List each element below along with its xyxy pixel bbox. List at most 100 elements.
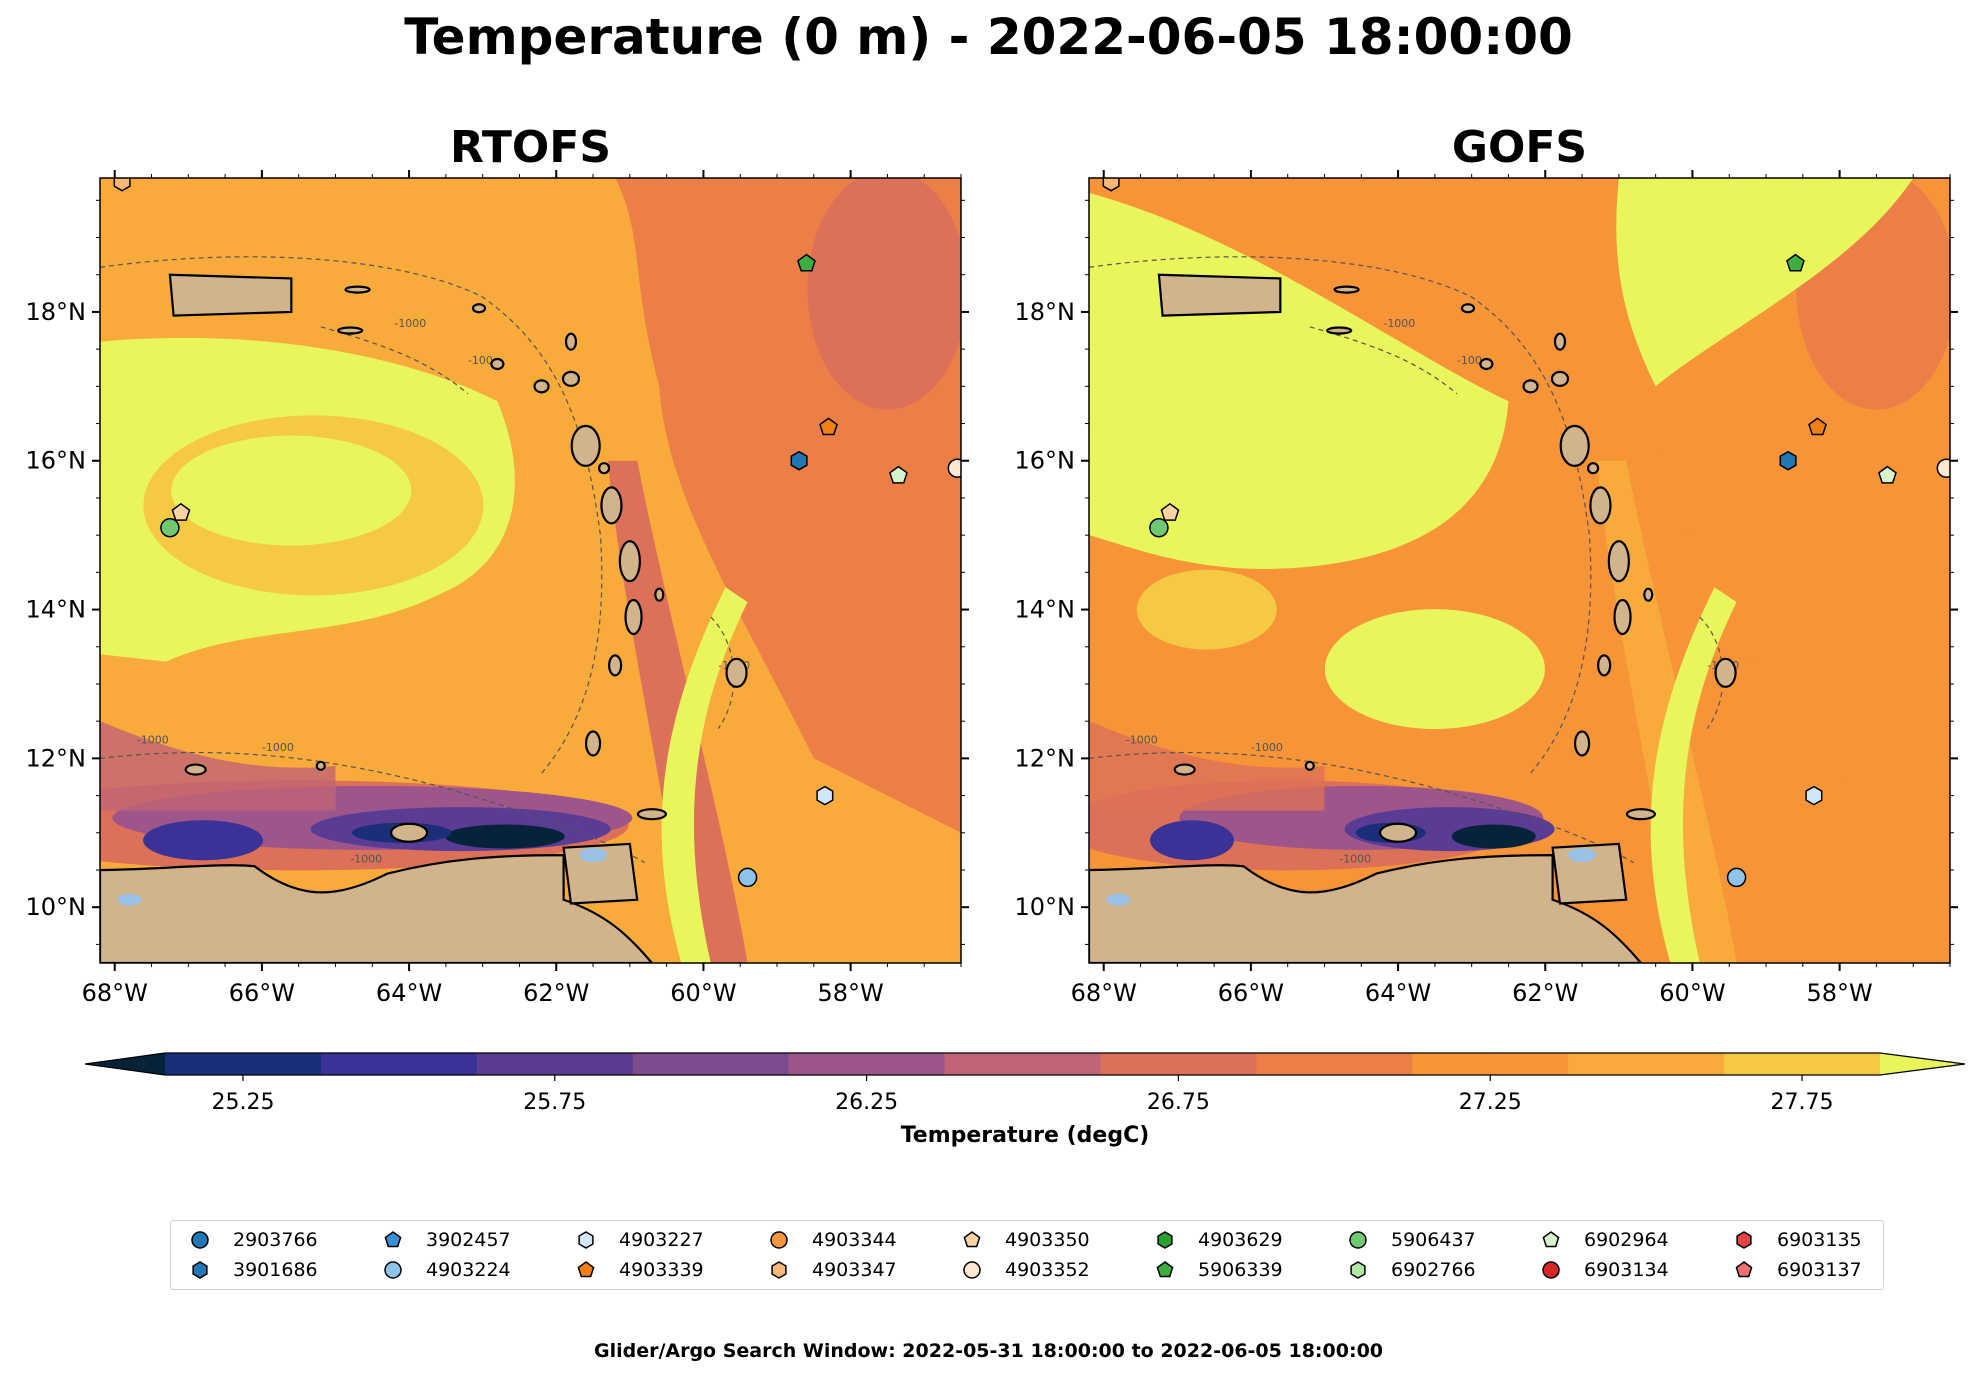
legend-label: 6903134 [1584,1259,1669,1281]
barbados [1714,657,1737,688]
float-4903350 [1160,502,1180,521]
x-tick-label: 68°W [82,979,148,1007]
colorbar-segment [1724,1053,1803,1075]
colorbar-segment [398,1053,478,1075]
colorbar-tick-label: 25.25 [211,1090,274,1115]
panel-title-gofs: GOFS [1451,122,1588,173]
colorbar-tick-label: 27.25 [1459,1090,1522,1115]
float-markers [1102,178,1950,888]
legend: 2903766 3901686 3902457 4903224 4903227 49033… [170,1220,1884,1290]
colorbar-segment [165,1053,244,1075]
legend-marker [963,1261,981,1279]
puerto-rico [1157,273,1282,317]
float-5906437 [160,517,180,538]
svg-text:-100: -100 [468,354,493,367]
svg-text:-1000: -1000 [1251,741,1283,754]
float-4903227 [816,785,834,806]
float-4903224 [1726,867,1747,888]
float-5906339 [797,253,816,272]
legend-marker [1350,1261,1366,1279]
legend-marker [578,1231,594,1249]
barbados [725,657,748,688]
legend-marker [1542,1261,1560,1279]
x-tick-label: 60°W [1659,979,1725,1007]
legend-marker [192,1261,208,1279]
legend-label: 6903135 [1777,1229,1862,1251]
landmasses [1089,273,1737,963]
colorbar-segment [866,1053,946,1075]
float-4903352 [947,458,961,478]
y-tick-label: 10°N [26,893,87,921]
legend-label: 5906437 [1391,1229,1476,1251]
legend-marker [1735,1261,1753,1278]
legend-item-5906437: 5906437 [1347,1226,1476,1254]
float-4903339 [1808,417,1827,436]
warm-water-patches [607,178,961,963]
south-america-coast [100,854,654,963]
colorbar-segment [944,1053,1023,1075]
colorbar-segment [1022,1053,1101,1075]
colorbar-segment [554,1053,634,1075]
legend-marker-circle [963,1261,981,1279]
float-6902964 [1878,465,1897,484]
colorbar-segment [1568,1053,1647,1075]
float-4903339 [819,417,838,436]
y-tick-label: 16°N [1015,447,1076,475]
colorbar-segment [1490,1053,1569,1075]
south-america-coast [1089,854,1643,963]
legend-label: 4903227 [619,1229,704,1251]
legend-marker [1542,1231,1560,1248]
legend-marker-pentagon [1156,1261,1174,1278]
svg-text:-1000: -1000 [262,741,294,754]
float-4903350 [171,502,191,521]
colorbar-tick-label: 27.75 [1771,1090,1834,1115]
margarita-island [389,822,429,843]
legend-item-6903135: 6903135 [1733,1226,1862,1254]
legend-marker-hexagon [192,1261,208,1279]
legend-marker-hexagon [1157,1231,1173,1249]
svg-text:-1000: -1000 [137,733,169,746]
float-4903227 [1805,785,1823,806]
float-3901686 [790,450,808,471]
legend-marker [1349,1231,1367,1249]
colorbar-segment [788,1053,868,1075]
legend-marker-pentagon [577,1261,595,1278]
legend-label: 4903224 [426,1259,511,1281]
map-panel-gofs: -1000-100-1000-1000-1000-100068°W66°W64°… [1015,170,1958,1007]
colorbar-segment [320,1053,400,1075]
map-frame [1088,177,1951,964]
legend-label: 4903629 [1198,1229,1283,1251]
colorbar: 25.25 25.75 26.25 26.75 27.25 27.75 Temperatur… [84,1052,1966,1148]
float-5906437 [1149,517,1169,538]
map-panel-rtofs: -1000-100-1000-1000-1000-100068°W66°W64°… [26,170,969,1007]
inland-water [117,848,608,906]
svg-text:-1000: -1000 [1383,317,1415,330]
legend-label: 6903137 [1777,1259,1862,1281]
legend-label: 4903350 [1005,1229,1090,1251]
legend-item-2903766: 2903766 [189,1226,318,1254]
colorbar-segment [1412,1053,1491,1075]
legend-marker-hexagon [1736,1231,1752,1249]
legend-label: 3902457 [426,1229,511,1251]
svg-text:-1000: -1000 [350,853,382,866]
legend-marker-pentagon [963,1231,981,1248]
x-tick-label: 64°W [1365,979,1431,1007]
float-6902964 [889,465,908,484]
colorbar-segment [1256,1053,1335,1075]
legend-item-3901686: 3901686 [189,1256,318,1284]
y-tick-label: 18°N [26,298,87,326]
legend-item-4903347: 4903347 [768,1256,897,1284]
puerto-rico [168,273,293,317]
float-5906339 [1786,253,1805,272]
legend-marker-circle [1349,1231,1367,1249]
colorbar-segment [1802,1053,1881,1075]
legend-marker [1156,1261,1174,1278]
colorbar-tick-label: 26.25 [835,1090,898,1115]
svg-text:-1000: -1000 [1126,733,1158,746]
legend-item-4903227: 4903227 [575,1226,704,1254]
x-tick-label: 58°W [817,979,883,1007]
y-tick-label: 14°N [26,596,87,624]
y-tick-label: 14°N [1015,596,1076,624]
x-tick-label: 62°W [1512,979,1578,1007]
